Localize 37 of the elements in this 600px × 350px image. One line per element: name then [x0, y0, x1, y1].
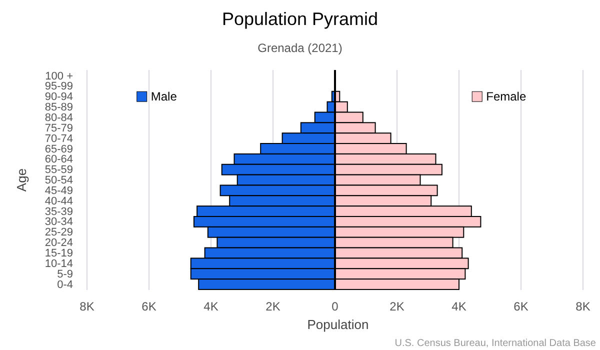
- x-tick-label: 4K: [204, 300, 218, 314]
- chart-title: Population Pyramid: [222, 9, 378, 29]
- y-tick-label: 90-94: [44, 91, 73, 104]
- y-tick-label: 5-9: [57, 268, 73, 280]
- y-tick-label: 35-39: [44, 206, 73, 218]
- x-tick-label: 2K: [390, 300, 404, 314]
- x-tick-label: 8K: [576, 300, 590, 314]
- y-tick-label: 70-74: [44, 132, 73, 145]
- y-tick-label: 100 +: [45, 70, 73, 82]
- x-tick-label: 2K: [266, 300, 280, 314]
- y-tick-label: 85-89: [44, 102, 73, 114]
- x-axis-title: Population: [307, 317, 369, 332]
- y-tick-label: 60-64: [44, 154, 73, 166]
- y-tick-label: 55-59: [44, 164, 73, 176]
- y-tick-label: 40-44: [44, 195, 73, 208]
- y-tick-label: 0-4: [57, 278, 73, 291]
- y-tick-label: 50-54: [44, 174, 73, 187]
- y-tick-label: 20-24: [44, 237, 73, 250]
- chart-subtitle: Grenada (2021): [258, 41, 342, 55]
- y-tick-label: 80-84: [44, 112, 73, 124]
- x-tick-label: 0: [332, 300, 339, 314]
- x-tick-label: 6K: [142, 300, 156, 314]
- x-tick-label: 8K: [80, 300, 94, 314]
- y-tick-label: 15-19: [44, 248, 73, 260]
- y-tick-label: 25-29: [44, 226, 73, 239]
- legend-label: Female: [486, 90, 526, 104]
- y-tick-label: 95-99: [44, 80, 73, 93]
- y-tick-label: 30-34: [44, 216, 73, 228]
- y-tick-label: 10-14: [44, 258, 73, 270]
- y-tick-label: 65-69: [44, 143, 73, 156]
- x-tick-label: 6K: [514, 300, 528, 314]
- y-tick-label: 45-49: [44, 184, 73, 197]
- legend-label: Male: [150, 90, 178, 104]
- y-tick-label: 75-79: [44, 122, 73, 134]
- y-axis-title: Age: [14, 168, 29, 192]
- x-tick-label: 4K: [452, 300, 466, 314]
- text: U.S. Census Bureau, International Data Base: [394, 338, 596, 349]
